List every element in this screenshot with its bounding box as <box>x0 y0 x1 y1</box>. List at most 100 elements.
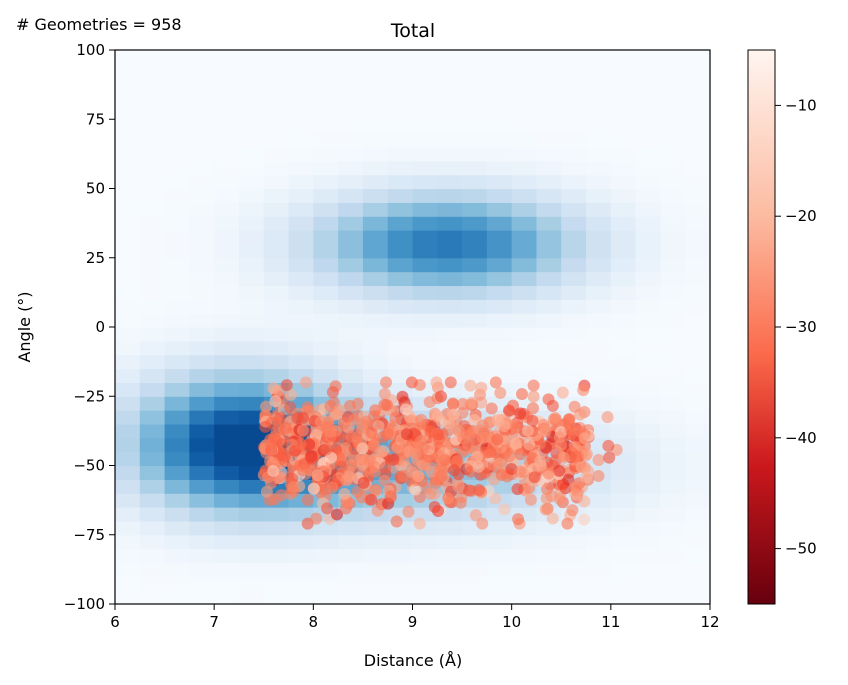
heatmap-cell <box>362 590 389 605</box>
heatmap-cell <box>536 216 562 231</box>
heatmap-cell <box>164 257 190 273</box>
heatmap-cell <box>362 340 389 356</box>
heatmap-cell <box>561 230 587 245</box>
heatmap-cell <box>387 63 414 79</box>
scatter-point <box>382 427 395 440</box>
heatmap-cell <box>288 202 314 217</box>
heatmap-cell <box>412 285 438 300</box>
scatter-point <box>471 450 484 463</box>
scatter-point <box>601 411 614 424</box>
heatmap-cell <box>437 520 463 536</box>
heatmap-cell <box>288 243 314 259</box>
heatmap-cell <box>486 327 513 342</box>
heatmap-cell <box>660 562 686 577</box>
heatmap-cell <box>338 285 364 300</box>
heatmap-cell <box>561 63 587 79</box>
heatmap-cell <box>387 313 414 328</box>
heatmap-cell <box>561 216 587 231</box>
colorbar <box>747 49 776 605</box>
heatmap-cell <box>338 133 364 148</box>
heatmap-cell <box>189 354 215 370</box>
heatmap-cell <box>610 465 637 480</box>
heatmap-cell <box>486 188 513 203</box>
heatmap-cell <box>437 216 463 231</box>
heatmap-cell <box>511 313 538 328</box>
heatmap-cell <box>263 285 290 300</box>
heatmap-cell <box>288 119 314 134</box>
heatmap-cell <box>610 174 637 190</box>
scatter-point <box>514 465 527 478</box>
heatmap-cell <box>164 507 190 522</box>
scatter-point <box>475 381 488 394</box>
heatmap-cell <box>586 327 612 342</box>
heatmap-cell <box>214 479 240 494</box>
heatmap-cell <box>462 576 488 591</box>
heatmap-cell <box>561 188 587 203</box>
heatmap-cell <box>214 188 240 203</box>
colorbar-tick-label: −20 <box>785 207 817 225</box>
heatmap-cell <box>511 243 538 259</box>
scatter-point <box>540 492 553 505</box>
heatmap-cell <box>338 313 364 328</box>
scatter-point <box>446 408 459 421</box>
heatmap-cell <box>561 91 587 106</box>
heatmap-cell <box>486 340 513 356</box>
heatmap-cell <box>437 327 463 342</box>
heatmap-cell <box>486 50 513 65</box>
heatmap-cell <box>486 133 513 148</box>
heatmap <box>115 50 711 605</box>
heatmap-cell <box>462 590 488 605</box>
heatmap-cell <box>238 520 265 536</box>
heatmap-cell <box>139 50 166 65</box>
heatmap-cell <box>660 299 686 314</box>
heatmap-cell <box>263 327 290 342</box>
heatmap-cell <box>586 507 612 522</box>
scatter-point <box>326 386 339 399</box>
heatmap-cell <box>511 548 538 564</box>
heatmap-cell <box>660 133 686 148</box>
heatmap-cell <box>189 423 215 439</box>
heatmap-cell <box>660 216 686 231</box>
scatter-point <box>351 397 364 410</box>
heatmap-cell <box>139 562 166 577</box>
heatmap-cell <box>462 202 488 217</box>
heatmap-cell <box>561 257 587 273</box>
heatmap-cell <box>164 368 190 383</box>
heatmap-cell <box>263 368 290 383</box>
heatmap-cell <box>586 590 612 605</box>
heatmap-cell <box>238 562 265 577</box>
heatmap-cell <box>115 77 141 93</box>
scatter-point <box>280 379 293 392</box>
heatmap-cell <box>164 520 190 536</box>
heatmap-cell <box>288 160 314 176</box>
heatmap-cell <box>115 548 141 564</box>
heatmap-cell <box>561 50 587 65</box>
heatmap-cell <box>238 534 265 550</box>
heatmap-cell <box>214 354 240 370</box>
heatmap-cell <box>610 382 637 397</box>
scatter-point <box>444 376 457 389</box>
heatmap-cell <box>288 50 314 65</box>
scatter-point <box>527 390 540 403</box>
heatmap-cell <box>164 410 190 425</box>
scatter-point <box>503 404 516 417</box>
scatter-point <box>267 456 280 469</box>
heatmap-cell <box>412 119 438 134</box>
heatmap-cell <box>511 202 538 217</box>
heatmap-cell <box>486 313 513 328</box>
heatmap-cell <box>238 243 265 259</box>
heatmap-cell <box>164 493 190 508</box>
scatter-point <box>442 492 455 505</box>
heatmap-cell <box>635 202 662 217</box>
heatmap-cell <box>486 146 513 162</box>
heatmap-cell <box>313 327 339 342</box>
heatmap-cell <box>238 230 265 245</box>
heatmap-cell <box>139 202 166 217</box>
heatmap-cell <box>313 133 339 148</box>
heatmap-cell <box>610 520 637 536</box>
heatmap-cell <box>561 534 587 550</box>
heatmap-cell <box>635 271 662 287</box>
heatmap-cell <box>486 548 513 564</box>
heatmap-cell <box>511 327 538 342</box>
heatmap-cell <box>115 202 141 217</box>
